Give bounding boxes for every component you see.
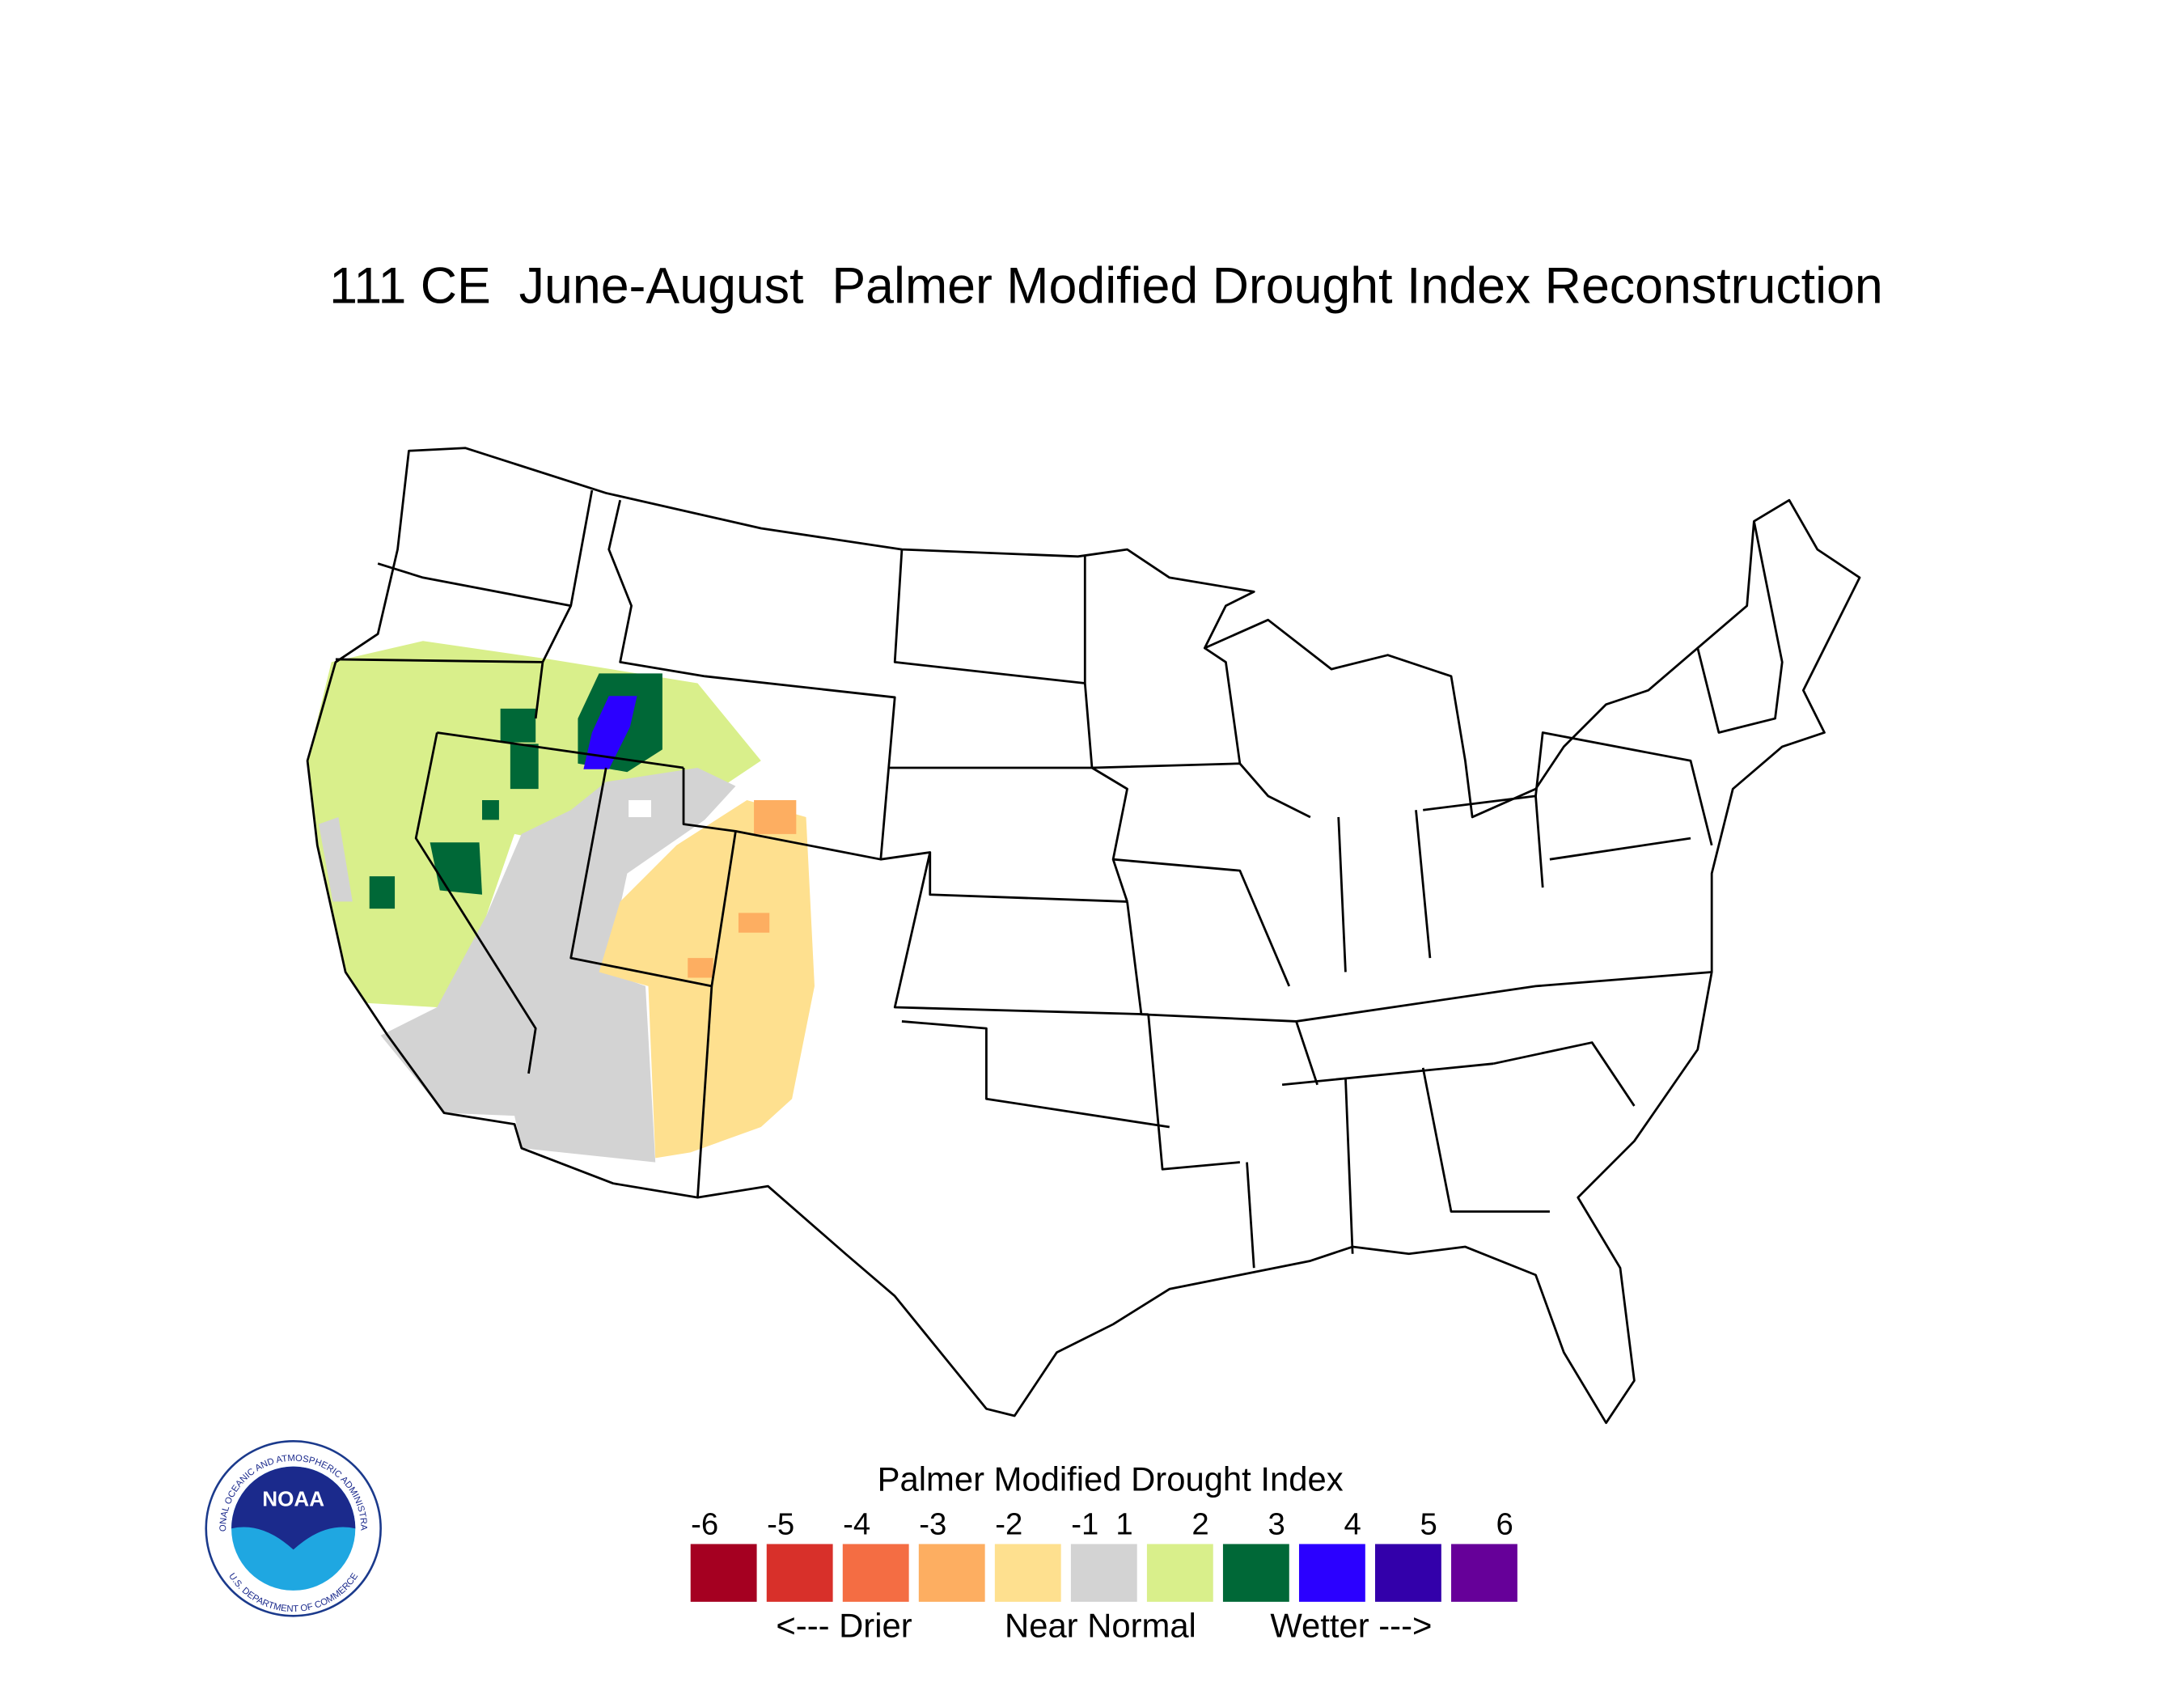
region-extreme-wet xyxy=(583,696,637,769)
legend-swatch xyxy=(994,1544,1061,1602)
map-title: 111 CE June-August Palmer Modified Droug… xyxy=(329,257,1883,314)
legend-tick-label: -4 xyxy=(843,1506,870,1541)
legend-annotation: Wetter ---> xyxy=(1270,1606,1432,1644)
legend-tick-label: 3 xyxy=(1268,1506,1285,1541)
region-very-wet xyxy=(500,708,536,743)
legend-swatch xyxy=(1298,1544,1365,1602)
legend-tick-label: -2 xyxy=(995,1506,1022,1541)
state-line xyxy=(1549,837,1691,861)
region-dry xyxy=(688,958,713,978)
legend-annotation: <--- Drier xyxy=(776,1606,912,1644)
region-dry xyxy=(754,800,797,834)
legend-swatch xyxy=(842,1544,909,1602)
legend-tick-label: 1 xyxy=(1115,1506,1132,1541)
legend-title: Palmer Modified Drought Index xyxy=(878,1460,1344,1498)
legend-swatch xyxy=(1070,1544,1137,1602)
state-line xyxy=(1147,1014,1240,1171)
legend-tick-label: -5 xyxy=(767,1506,794,1541)
state-line xyxy=(696,985,713,1198)
legend-swatch xyxy=(918,1544,985,1602)
legend-tick-label: -3 xyxy=(919,1506,946,1541)
state-line xyxy=(534,489,594,719)
legend-tick-label: 4 xyxy=(1344,1506,1361,1541)
state-line xyxy=(1246,1162,1255,1269)
state-line xyxy=(704,675,896,861)
state-line xyxy=(1344,1078,1354,1254)
legend-tick-label: 5 xyxy=(1420,1506,1437,1541)
state-line xyxy=(607,499,705,678)
state-line xyxy=(682,768,737,987)
region-very-wet xyxy=(369,876,396,909)
legend-tick-label: 6 xyxy=(1496,1506,1513,1541)
state-borders xyxy=(335,489,1784,1269)
region-very-wet xyxy=(510,744,539,790)
legend: Palmer Modified Drought Index <--- Drier… xyxy=(690,1460,1517,1644)
state-line xyxy=(880,851,1128,903)
drought-regions xyxy=(307,641,815,1163)
region-normal xyxy=(380,768,736,1163)
state-line xyxy=(1112,858,1291,987)
state-line xyxy=(901,1020,1170,1129)
state-line xyxy=(1281,1062,1494,1087)
no-data-cell xyxy=(629,800,651,817)
logo-top xyxy=(231,1466,356,1550)
region-normal xyxy=(319,816,353,902)
state-line xyxy=(1091,762,1311,819)
state-line xyxy=(893,549,1086,684)
state-line xyxy=(335,658,543,663)
state-line xyxy=(1421,1067,1550,1213)
legend-swatch xyxy=(690,1544,757,1602)
state-line xyxy=(1534,731,1713,846)
state-line xyxy=(1296,971,1712,1023)
legend-tick-label: -1 xyxy=(1071,1506,1098,1541)
state-line xyxy=(1083,556,1094,769)
us-outline xyxy=(306,447,1861,1425)
region-very-wet xyxy=(482,800,499,820)
state-line xyxy=(569,767,713,988)
region-dry xyxy=(738,913,770,933)
state-line xyxy=(1492,1041,1636,1107)
legend-swatch xyxy=(766,1544,833,1602)
logo-name: NOAA xyxy=(262,1486,324,1510)
state-line xyxy=(437,731,684,769)
legend-annotation: Near Normal xyxy=(1005,1606,1196,1644)
state-line xyxy=(1126,901,1318,1086)
legend-swatch xyxy=(1375,1544,1441,1602)
state-line xyxy=(1696,521,1784,734)
state-line xyxy=(1337,816,1347,972)
region-dry xyxy=(599,800,815,1159)
state-line xyxy=(1204,646,1242,764)
state-line xyxy=(1415,810,1432,959)
legend-tick-label: -6 xyxy=(691,1506,718,1541)
state-line xyxy=(887,766,1128,902)
legend-swatch xyxy=(1222,1544,1289,1602)
state-line xyxy=(893,852,1149,1016)
state-line xyxy=(414,732,537,1074)
legend-swatch xyxy=(1146,1544,1213,1602)
legend-swatch xyxy=(1451,1544,1517,1602)
legend-tick-label: 2 xyxy=(1191,1506,1208,1541)
